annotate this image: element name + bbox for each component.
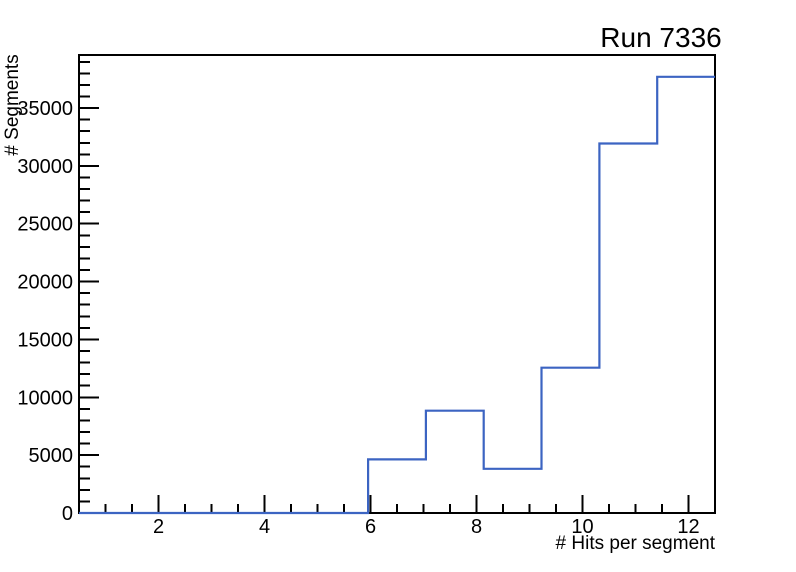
chart-title: Run 7336	[600, 22, 721, 53]
x-axis-title: # Hits per segment	[556, 533, 716, 554]
tick-label: 12	[677, 516, 699, 538]
plot-frame	[78, 54, 716, 514]
tick-label: 5000	[29, 445, 74, 467]
tick-label: 6	[365, 516, 376, 538]
tick-label: 2	[153, 516, 164, 538]
axis-tick-labels: 2 4 6 8 10 12 0 5000 10000 15000 20000 25000 30000 35…	[17, 98, 699, 538]
tick-label: 35000	[17, 98, 73, 120]
tick-label: 10	[571, 516, 593, 538]
histogram-step-line	[79, 75, 715, 515]
axis-ticks	[79, 60, 690, 514]
tick-label: 30000	[17, 156, 73, 178]
tick-label: 25000	[17, 214, 73, 236]
tick-label: 4	[259, 516, 270, 538]
tick-label: 15000	[17, 329, 73, 351]
tick-label: 10000	[17, 387, 73, 409]
tick-label: 0	[62, 503, 73, 525]
y-axis-title: # Segments	[2, 54, 23, 155]
tick-label: 20000	[17, 272, 73, 294]
tick-label: 8	[471, 516, 482, 538]
